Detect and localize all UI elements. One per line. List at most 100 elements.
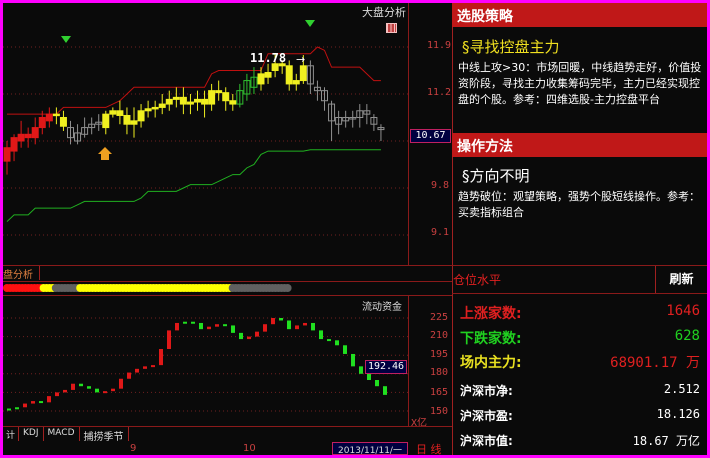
- upper-band-line: [7, 46, 381, 115]
- flow-bar: [279, 318, 283, 321]
- flow-chart[interactable]: [3, 296, 408, 426]
- stat-value: 18.67 万亿: [632, 434, 700, 448]
- flow-bar: [63, 389, 67, 393]
- candle-body: [52, 113, 60, 117]
- candle-body: [158, 103, 166, 108]
- candle-body: [38, 117, 46, 129]
- flow-current-badge: 192.46: [365, 360, 407, 374]
- flow-bar: [207, 326, 211, 330]
- candle-body: [179, 96, 187, 105]
- buy-signal-icon: [101, 154, 109, 160]
- stat-value: 68901.17 万: [610, 355, 700, 371]
- flow-bar: [343, 345, 347, 354]
- candle-body: [67, 127, 74, 139]
- flow-bar: [375, 380, 379, 387]
- tab-kdj[interactable]: KDJ: [19, 427, 44, 441]
- candle-body: [370, 117, 378, 125]
- candle-body: [109, 110, 117, 115]
- flow-bar: [55, 392, 59, 397]
- lower-band-line: [6, 149, 381, 222]
- position-dot: [283, 284, 292, 292]
- flow-bar: [295, 325, 299, 330]
- method-text: 趋势破位：观望策略，强势个股短线操作。参考：买卖指标组合: [458, 190, 700, 219]
- tab-indicator[interactable]: 计: [3, 427, 20, 441]
- candle-body: [342, 117, 350, 122]
- indicator-tabs: 计 KDJ MACD 捕捞季节: [3, 427, 129, 443]
- flow-tick: 210: [430, 330, 449, 341]
- divider: [3, 265, 707, 266]
- candle-body: [278, 63, 286, 67]
- candle-body: [236, 90, 244, 105]
- period-selector[interactable]: 日 线: [416, 443, 442, 456]
- flow-bar: [15, 407, 19, 410]
- kline-svg: →: [3, 20, 408, 236]
- candle-body: [59, 117, 67, 127]
- flow-bar: [95, 388, 99, 393]
- candle-body: [229, 100, 237, 105]
- candle-body: [172, 96, 180, 100]
- flow-bar: [127, 372, 131, 379]
- flow-bar: [255, 331, 259, 337]
- flow-bar: [263, 324, 267, 332]
- flow-bar: [143, 366, 147, 369]
- flow-bar: [367, 373, 371, 380]
- arrow-icon: →: [296, 53, 305, 66]
- price-tick: 11.9: [427, 40, 452, 51]
- candle-body: [102, 113, 110, 129]
- flow-bar: [359, 366, 363, 374]
- flow-bar: [23, 403, 27, 408]
- tab-capture-season[interactable]: 捕捞季节: [80, 427, 129, 443]
- candle-body: [257, 73, 265, 85]
- flow-bar: [311, 322, 315, 331]
- stat-label: 沪深市值:: [460, 434, 513, 448]
- candle-body: [335, 117, 343, 125]
- chart-title: 大盘分析: [362, 6, 406, 19]
- flow-bar: [159, 349, 163, 366]
- strategy-header: 选股策略: [452, 3, 707, 27]
- flow-bar: [239, 332, 243, 340]
- stat-label: 场内主力:: [460, 355, 522, 371]
- buy-signal-icon: [98, 147, 112, 154]
- flow-unit: X亿: [411, 418, 428, 429]
- strategy-text: 中线上攻>30：市场回暖，中线趋势走好，价值投资阶段，寻找主力收集筹码完毕，主力…: [458, 61, 702, 106]
- candle-body: [356, 110, 364, 118]
- candle-body: [74, 132, 82, 142]
- candle-body: [123, 114, 131, 125]
- flow-bar: [215, 324, 219, 327]
- kline-chart[interactable]: →: [3, 3, 408, 265]
- refresh-button[interactable]: 刷新: [655, 266, 707, 293]
- flow-bar: [271, 318, 275, 325]
- stat-label: 沪深市净:: [460, 384, 513, 398]
- flow-tick: 180: [430, 367, 449, 378]
- flow-bar: [103, 391, 107, 394]
- position-level-label: 仓位水平: [453, 273, 502, 287]
- tab-macd[interactable]: MACD: [44, 427, 80, 441]
- method-header: 操作方法: [452, 133, 707, 157]
- flow-bar: [87, 386, 91, 389]
- price-tick: 11.2: [427, 87, 452, 98]
- candle-body: [137, 110, 145, 122]
- axis-divider: [408, 3, 409, 265]
- candle-body: [95, 121, 103, 125]
- flow-bar: [183, 321, 187, 324]
- candle-body: [88, 123, 96, 129]
- flow-bar: [135, 368, 139, 373]
- x-label: 9: [130, 443, 137, 454]
- stat-label: 上涨家数:: [460, 306, 522, 322]
- candle-body: [116, 110, 124, 116]
- tab-market-analysis[interactable]: 盘分析: [3, 266, 40, 281]
- candle-body: [328, 103, 336, 122]
- candle-body: [81, 127, 89, 135]
- flow-bar: [199, 322, 203, 330]
- flow-bar: [31, 401, 35, 404]
- flow-bar: [287, 320, 291, 330]
- candle-body: [271, 63, 279, 71]
- candle-body: [222, 92, 230, 102]
- grid-icon[interactable]: [386, 23, 397, 33]
- candle-body: [215, 90, 223, 94]
- candle-body: [285, 65, 293, 85]
- stat-value: 18.126: [656, 407, 700, 421]
- date-display: 2013/11/11/一: [332, 442, 408, 456]
- candle-body: [24, 133, 32, 139]
- candle-body: [243, 80, 251, 95]
